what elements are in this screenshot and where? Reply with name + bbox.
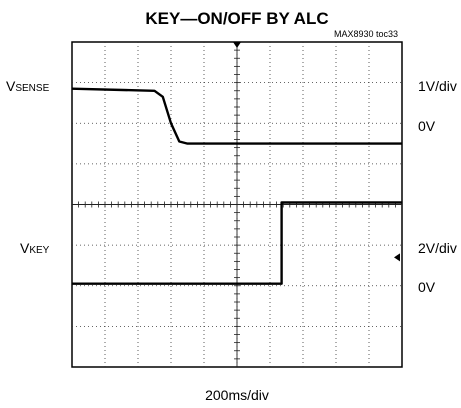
vsense-zero-label: 0V	[418, 118, 436, 134]
figure-reference: MAX8930 toc33	[334, 29, 398, 39]
trigger-level-marker	[394, 253, 400, 262]
vsense-scale-label: 1V/div	[418, 78, 457, 94]
trigger-position-marker	[233, 42, 241, 48]
vkey-trace	[72, 201, 402, 285]
chart-title: KEY—ON/OFF BY ALC	[145, 9, 328, 28]
graticule	[72, 42, 402, 367]
vsense-trace	[71, 87, 402, 145]
trace-layer	[71, 87, 402, 285]
vkey-zero-label: 0V	[418, 279, 436, 295]
vkey-label: VKEY	[20, 240, 50, 256]
x-axis-label: 200ms/div	[205, 387, 269, 403]
vsense-label: VSENSE	[6, 78, 50, 94]
vkey-scale-label: 2V/div	[418, 240, 457, 256]
